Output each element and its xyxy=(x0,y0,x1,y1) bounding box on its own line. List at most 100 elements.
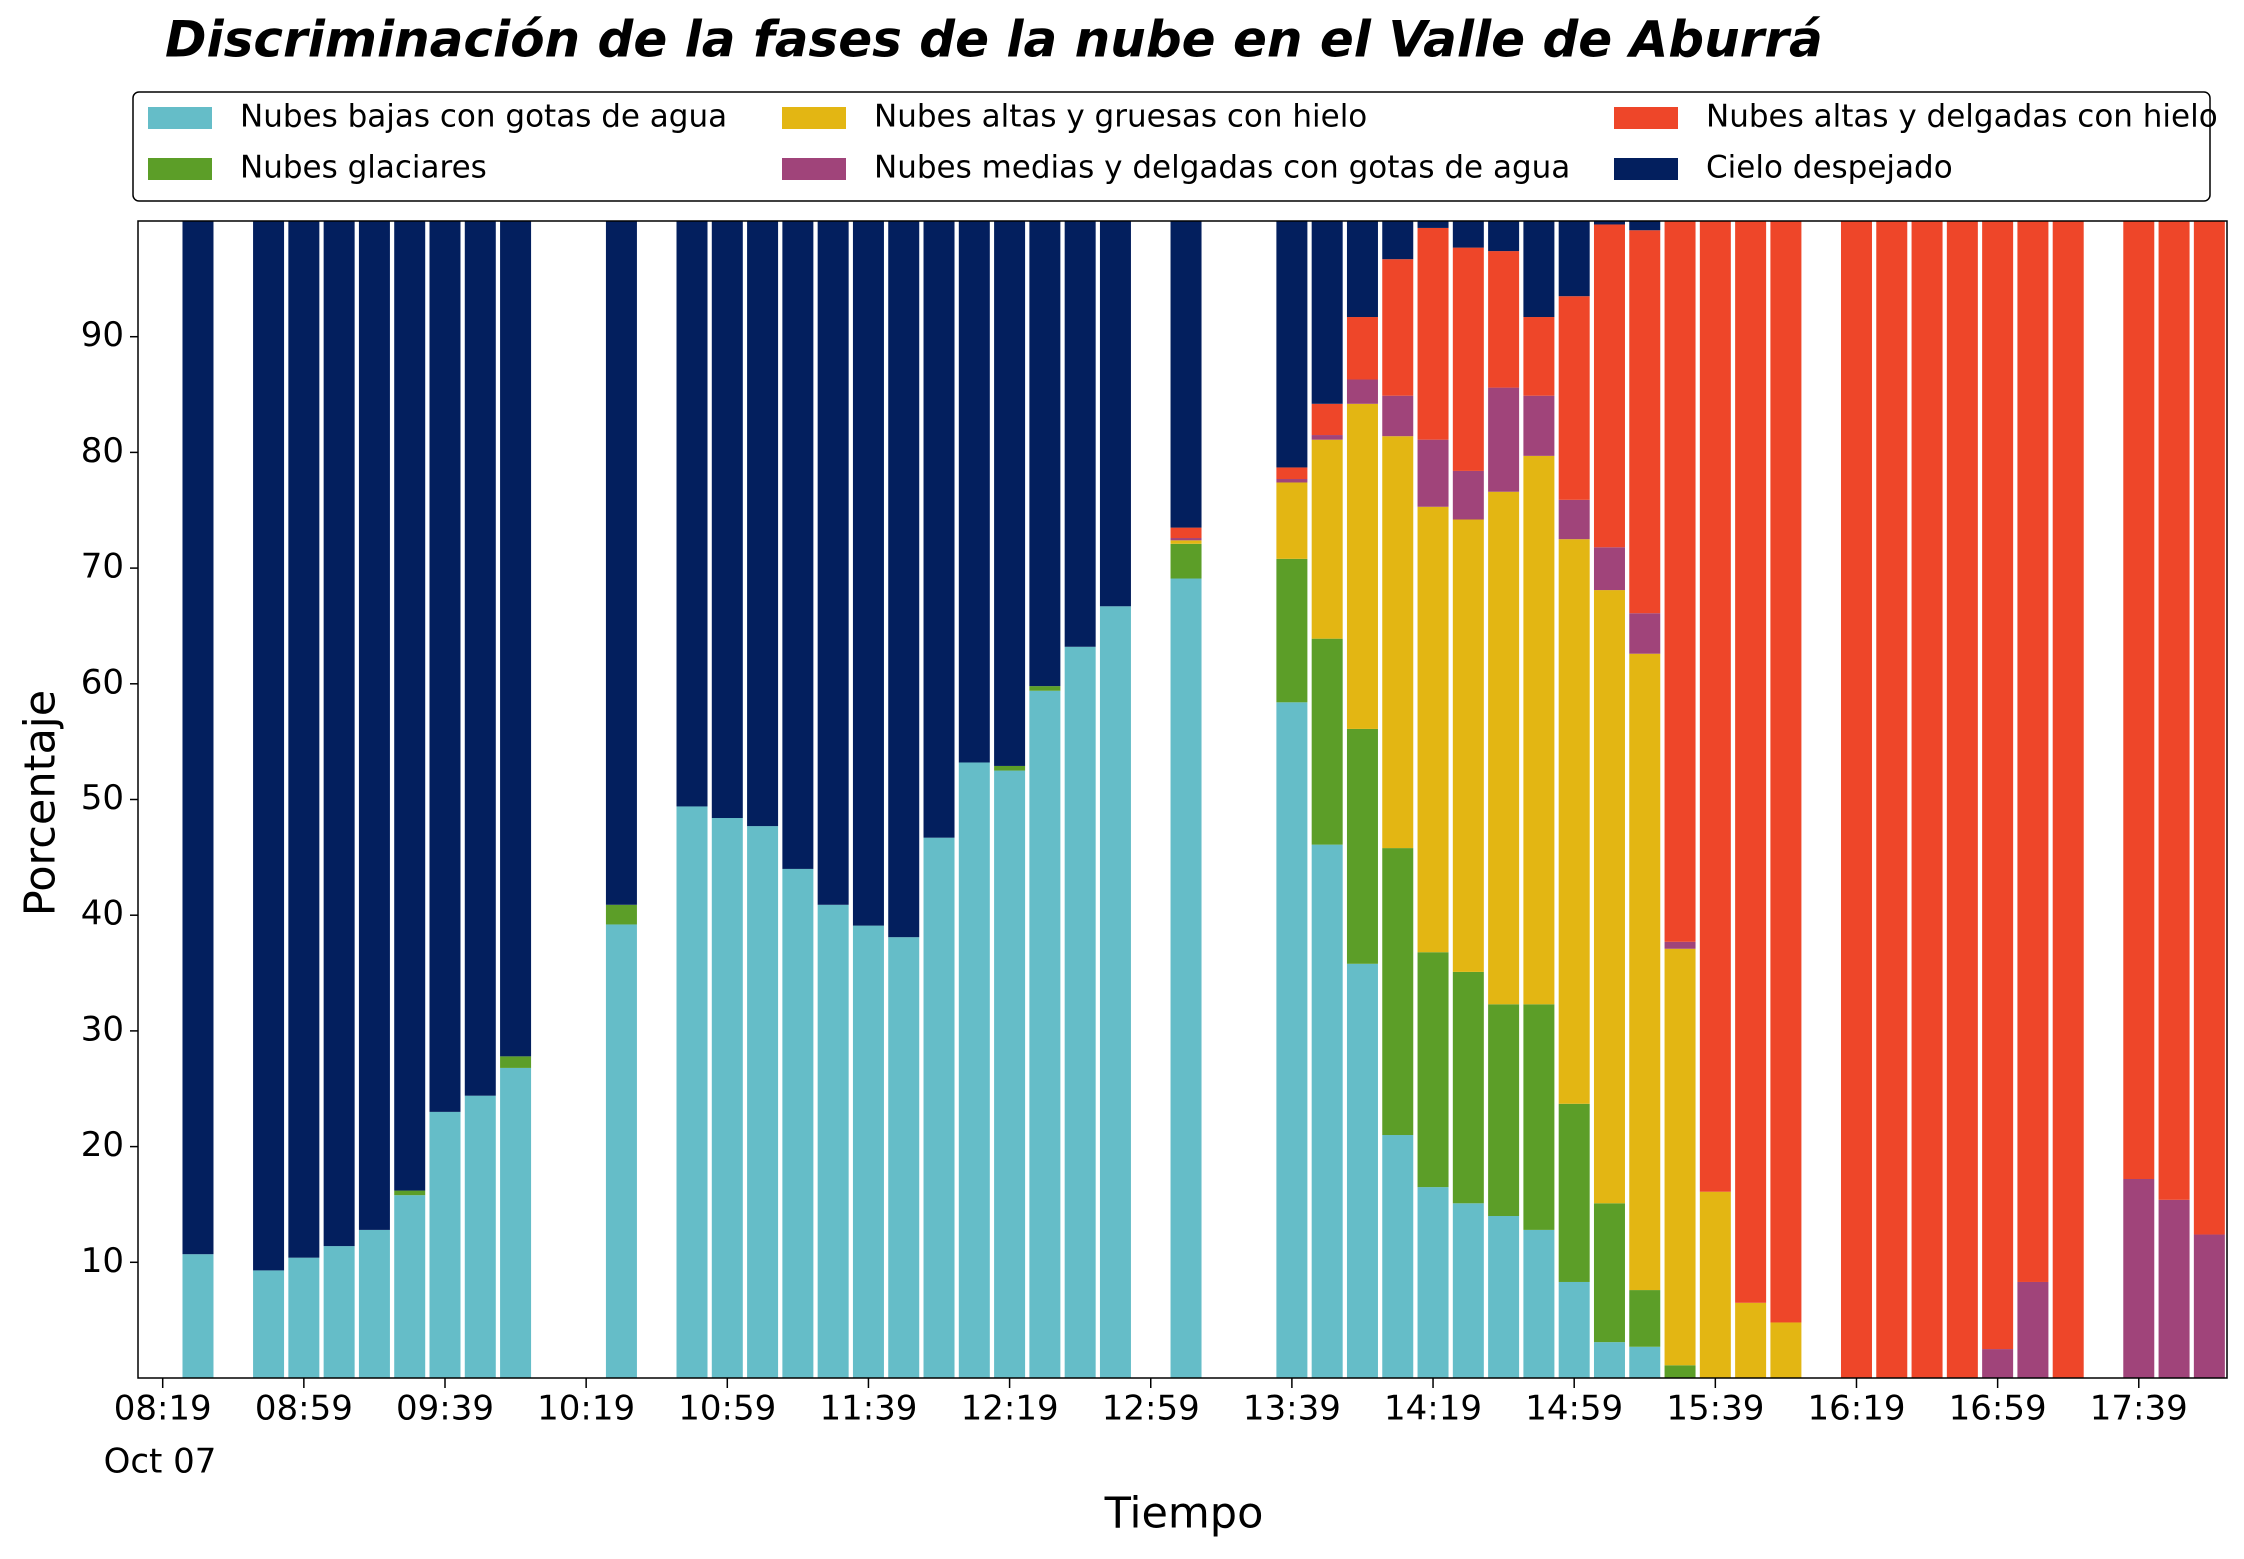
legend-label: Cielo despejado xyxy=(1706,150,1953,186)
bar-segment xyxy=(1064,646,1096,1378)
bar-segment xyxy=(1488,1216,1520,1378)
bar-segment xyxy=(1523,221,1555,318)
bar-segment xyxy=(994,770,1026,1378)
bar-segment xyxy=(253,1270,285,1378)
bar-segment xyxy=(1382,221,1414,260)
bar-segment xyxy=(1311,403,1343,436)
x-tick-label: 09:39 xyxy=(396,1389,494,1429)
bar-segment xyxy=(1911,221,1943,1378)
y-tick-label: 90 xyxy=(81,315,124,355)
bar-segment xyxy=(1629,230,1661,614)
bar-segment xyxy=(182,1254,214,1378)
bar-segment xyxy=(2158,1199,2190,1378)
x-tick-label: 13:39 xyxy=(1243,1389,1341,1429)
x-tick-label: 14:59 xyxy=(1525,1389,1623,1429)
x-tick-label: 12:59 xyxy=(1102,1389,1200,1429)
bar-segment xyxy=(1523,455,1555,1005)
bar-segment xyxy=(994,221,1026,766)
x-tick-label: 16:19 xyxy=(1807,1389,1905,1429)
x-tick-label: 08:59 xyxy=(255,1389,353,1429)
bar-segment xyxy=(1382,395,1414,437)
y-tick-label: 40 xyxy=(81,894,124,934)
bar-segment xyxy=(1346,317,1378,380)
bar-segment xyxy=(1593,224,1625,548)
legend-label: Nubes glaciares xyxy=(240,150,487,186)
bar-segment xyxy=(1452,221,1484,248)
bar-segment xyxy=(852,221,884,926)
bar-segment xyxy=(1452,971,1484,1204)
legend-swatch xyxy=(1614,107,1678,129)
bar-segment xyxy=(1417,439,1449,507)
bar-segment xyxy=(1982,221,2014,1350)
bar-segment xyxy=(676,221,708,807)
bar-segment xyxy=(500,1067,532,1378)
bar-segment xyxy=(1170,543,1202,579)
bar-segment xyxy=(1523,395,1555,456)
y-tick-label: 50 xyxy=(81,778,124,818)
bar-segment xyxy=(1452,247,1484,471)
bar-segment xyxy=(1735,1302,1767,1378)
bar-segment xyxy=(1488,221,1520,252)
bar-segment xyxy=(1629,1346,1661,1378)
bar-segment xyxy=(500,221,532,1057)
bar-segment xyxy=(500,1056,532,1068)
x-tick-label: 12:19 xyxy=(961,1389,1059,1429)
bar-segment xyxy=(1311,435,1343,440)
bar-segment xyxy=(394,1190,426,1196)
x-tick-label: 17:39 xyxy=(2090,1389,2188,1429)
bar-segment xyxy=(182,221,214,1255)
y-tick-label: 10 xyxy=(81,1241,124,1281)
x-tick-label: 10:59 xyxy=(678,1389,776,1429)
bar-segment xyxy=(1311,844,1343,1378)
bar-segment xyxy=(1558,296,1590,500)
bar-segment xyxy=(605,924,637,1378)
bar-segment xyxy=(1311,439,1343,639)
bar-segment xyxy=(1382,1135,1414,1378)
bar-segment xyxy=(1629,653,1661,1291)
y-tick-label: 20 xyxy=(81,1125,124,1165)
bar-segment xyxy=(747,221,779,827)
bar-segment xyxy=(1417,1187,1449,1378)
bar-segment xyxy=(1664,221,1696,942)
bar-segment xyxy=(605,904,637,925)
bar-segment xyxy=(1029,690,1061,1378)
legend-label: Nubes medias y delgadas con gotas de agu… xyxy=(874,150,1570,186)
bar-segment xyxy=(1946,221,1978,1378)
bar-segment xyxy=(288,221,320,1258)
bar-segment xyxy=(1699,221,1731,1192)
bar-segment xyxy=(1170,540,1202,544)
bar-segment xyxy=(1840,221,1872,1378)
bar-segment xyxy=(1558,499,1590,540)
bar-segment xyxy=(782,868,814,1378)
y-tick-label: 30 xyxy=(81,1009,124,1049)
bar-segment xyxy=(782,221,814,869)
y-tick-label: 70 xyxy=(81,547,124,587)
y-axis-label: Porcentaje xyxy=(16,690,66,916)
bar-segment xyxy=(1593,590,1625,1204)
bar-segment xyxy=(1488,491,1520,1005)
bar-segment xyxy=(1488,251,1520,388)
bar-segment xyxy=(429,221,461,1112)
bar-segment xyxy=(1629,613,1661,654)
bar-segment xyxy=(1735,221,1767,1303)
bar-segment xyxy=(1276,221,1308,468)
legend-swatch xyxy=(782,107,846,129)
bar-segment xyxy=(253,221,285,1271)
legend-swatch xyxy=(148,158,212,180)
bar-segment xyxy=(429,1111,461,1378)
bar-segment xyxy=(1488,1004,1520,1217)
bar-segment xyxy=(2123,221,2155,1179)
bar-segment xyxy=(1593,1342,1625,1378)
y-tick-label: 60 xyxy=(81,662,124,702)
bar-segment xyxy=(1593,547,1625,591)
bar-segment xyxy=(923,221,955,838)
bar-segment xyxy=(1346,728,1378,964)
chart-title: Discriminación de la fases de la nube en… xyxy=(165,11,1823,69)
bar-segment xyxy=(1417,952,1449,1188)
legend-swatch xyxy=(148,107,212,129)
bar-segment xyxy=(1629,221,1661,231)
legend-label: Nubes bajas con gotas de agua xyxy=(240,99,727,135)
bar-segment xyxy=(958,221,990,763)
bar-segment xyxy=(394,1195,426,1378)
legend-label: Nubes altas y gruesas con hielo xyxy=(874,99,1367,135)
